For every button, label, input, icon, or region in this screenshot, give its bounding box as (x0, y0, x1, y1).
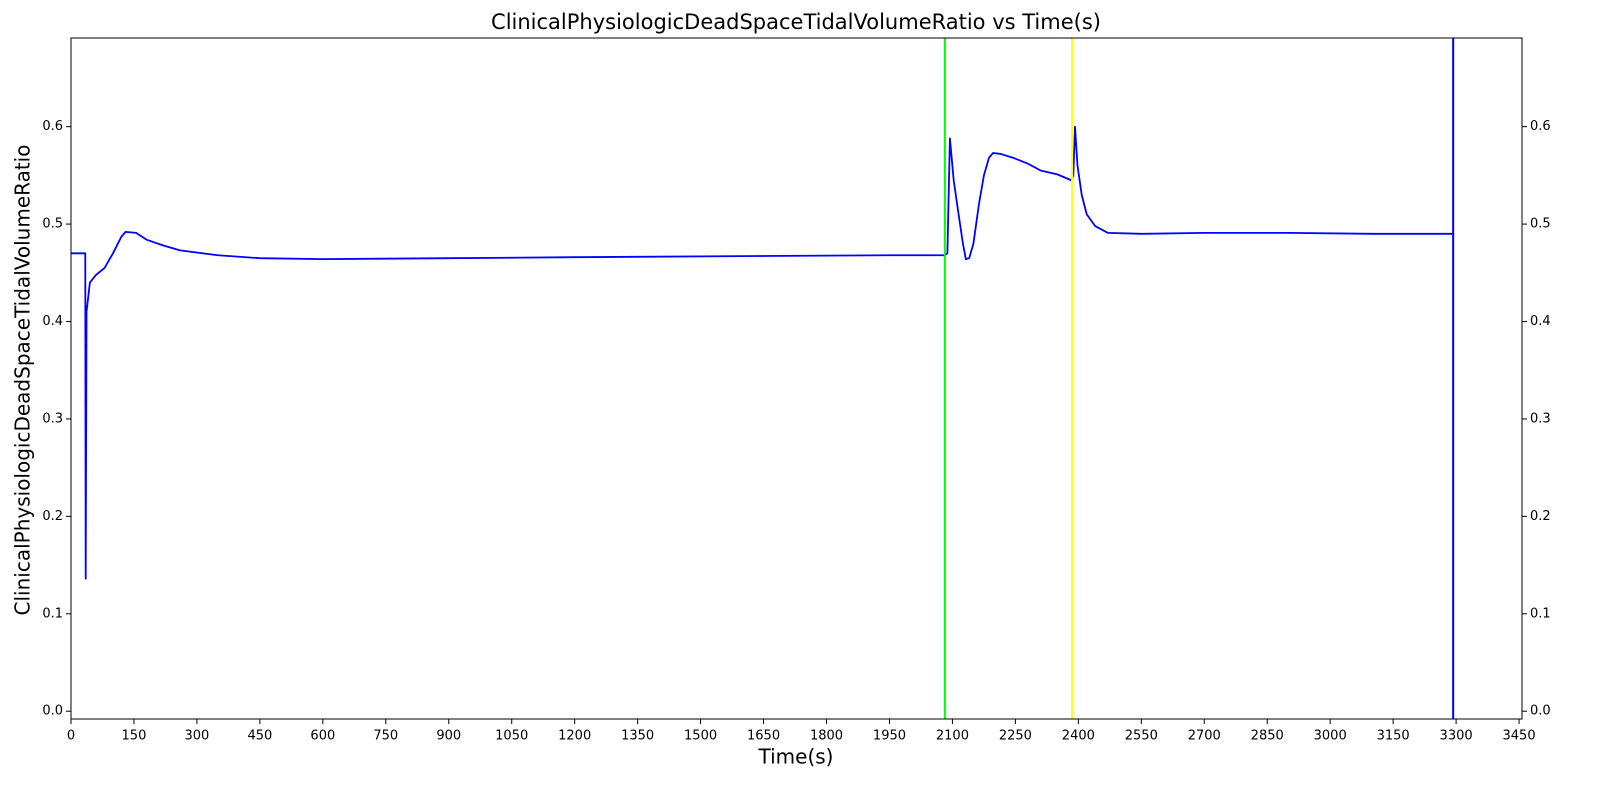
x-tick-label: 3450 (1503, 729, 1536, 744)
y2-tick-label: 0.2 (1530, 509, 1551, 524)
y2-tick-label: 0.3 (1530, 411, 1551, 426)
x-tick-label: 300 (185, 729, 210, 744)
x-tick-label: 1050 (495, 729, 528, 744)
x-tick-label: 600 (310, 729, 335, 744)
x-tick-label: 750 (373, 729, 398, 744)
x-tick-label: 1650 (747, 729, 780, 744)
y2-tick-label: 0.0 (1530, 704, 1551, 719)
x-tick-label: 2250 (999, 729, 1032, 744)
x-tick-label: 1350 (621, 729, 654, 744)
x-tick-label: 2850 (1251, 729, 1284, 744)
y-axis-label: ClinicalPhysiologicDeadSpaceTidalVolumeR… (11, 145, 35, 616)
chart-title: ClinicalPhysiologicDeadSpaceTidalVolumeR… (491, 10, 1101, 34)
y2-tick-label: 0.4 (1530, 314, 1551, 329)
x-tick-label: 150 (122, 729, 147, 744)
data-line (71, 125, 1454, 580)
x-tick-label: 0 (67, 729, 75, 744)
x-axis-label: Time(s) (758, 745, 834, 769)
y2-tick-label: 0.5 (1530, 217, 1551, 232)
y-tick-label: 0.1 (42, 606, 63, 621)
y2-tick-label: 0.6 (1530, 119, 1551, 134)
y-tick-label: 0.5 (42, 217, 63, 232)
y-tick-label: 0.4 (42, 314, 63, 329)
x-tick-label: 2700 (1188, 729, 1221, 744)
x-tick-label: 2400 (1062, 729, 1095, 744)
x-tick-label: 1200 (558, 729, 591, 744)
y-tick-label: 0.6 (42, 119, 63, 134)
x-tick-label: 3300 (1440, 729, 1473, 744)
y-tick-label: 0.3 (42, 411, 63, 426)
plot-frame (70, 37, 1523, 720)
x-tick-label: 450 (247, 729, 272, 744)
x-tick-label: 1950 (873, 729, 906, 744)
x-tick-label: 1800 (810, 729, 843, 744)
y-tick-label: 0.2 (42, 509, 63, 524)
x-tick-label: 3000 (1314, 729, 1347, 744)
x-tick-label: 900 (436, 729, 461, 744)
y2-tick-label: 0.1 (1530, 606, 1551, 621)
x-tick-label: 3150 (1377, 729, 1410, 744)
y-tick-label: 0.0 (42, 704, 63, 719)
x-tick-label: 2100 (936, 729, 969, 744)
x-tick-label: 1500 (684, 729, 717, 744)
x-tick-label: 2550 (1125, 729, 1158, 744)
